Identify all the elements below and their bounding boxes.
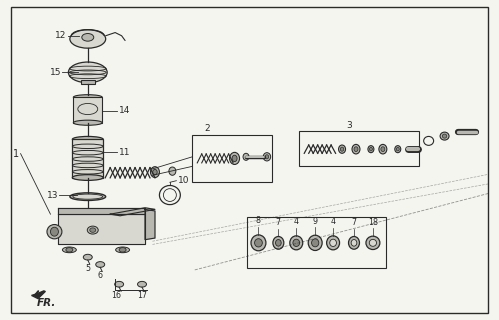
Ellipse shape xyxy=(73,120,102,125)
Text: FR.: FR. xyxy=(37,298,56,308)
Ellipse shape xyxy=(73,194,103,199)
Ellipse shape xyxy=(68,62,107,83)
Bar xyxy=(73,97,102,123)
Text: 13: 13 xyxy=(47,190,58,200)
Ellipse shape xyxy=(265,155,268,159)
Text: 10: 10 xyxy=(178,176,189,185)
Bar xyxy=(192,134,272,182)
Polygon shape xyxy=(31,291,45,299)
Ellipse shape xyxy=(311,239,319,247)
Ellipse shape xyxy=(50,227,58,236)
Ellipse shape xyxy=(251,235,266,251)
Ellipse shape xyxy=(273,236,284,249)
Ellipse shape xyxy=(396,148,399,151)
Text: 3: 3 xyxy=(346,121,352,130)
Text: 15: 15 xyxy=(50,68,61,77)
Ellipse shape xyxy=(366,236,380,250)
Circle shape xyxy=(115,281,124,287)
Ellipse shape xyxy=(348,236,359,249)
Text: 11: 11 xyxy=(119,148,130,156)
Ellipse shape xyxy=(153,169,157,175)
Polygon shape xyxy=(58,214,145,244)
Text: 18: 18 xyxy=(368,218,378,227)
Ellipse shape xyxy=(73,95,102,100)
Ellipse shape xyxy=(368,146,374,153)
Bar xyxy=(72,139,103,178)
Ellipse shape xyxy=(232,155,237,162)
Text: 17: 17 xyxy=(137,291,147,300)
Ellipse shape xyxy=(70,30,106,48)
Ellipse shape xyxy=(290,236,303,250)
FancyBboxPatch shape xyxy=(81,80,95,84)
Text: 14: 14 xyxy=(119,106,130,115)
Ellipse shape xyxy=(243,153,249,160)
Ellipse shape xyxy=(340,147,344,151)
Ellipse shape xyxy=(351,240,357,246)
Ellipse shape xyxy=(442,134,447,138)
Text: 2: 2 xyxy=(205,124,210,133)
Ellipse shape xyxy=(354,147,358,152)
Text: 12: 12 xyxy=(55,31,66,40)
Ellipse shape xyxy=(440,132,449,140)
Ellipse shape xyxy=(263,153,270,161)
Polygon shape xyxy=(145,209,155,240)
Ellipse shape xyxy=(72,175,103,180)
Ellipse shape xyxy=(72,136,103,142)
Ellipse shape xyxy=(369,239,377,246)
Text: 7: 7 xyxy=(276,218,281,227)
Ellipse shape xyxy=(381,147,385,152)
Ellipse shape xyxy=(90,228,96,232)
Text: 4: 4 xyxy=(294,217,299,226)
Ellipse shape xyxy=(87,226,98,234)
Text: 6: 6 xyxy=(98,271,103,280)
Ellipse shape xyxy=(327,236,339,250)
Text: 9: 9 xyxy=(312,217,318,226)
Ellipse shape xyxy=(254,239,262,247)
Text: 4: 4 xyxy=(331,217,336,226)
Circle shape xyxy=(66,248,73,252)
Text: 5: 5 xyxy=(85,264,90,273)
Text: 7: 7 xyxy=(351,218,357,227)
Ellipse shape xyxy=(47,225,62,239)
Ellipse shape xyxy=(116,247,130,253)
Text: 1: 1 xyxy=(12,148,18,159)
Text: 16: 16 xyxy=(112,291,122,300)
Ellipse shape xyxy=(70,193,106,200)
Ellipse shape xyxy=(369,148,372,151)
Ellipse shape xyxy=(62,247,76,253)
Ellipse shape xyxy=(151,167,160,178)
Circle shape xyxy=(119,248,126,252)
Ellipse shape xyxy=(395,146,401,153)
Polygon shape xyxy=(110,208,155,216)
Circle shape xyxy=(83,254,92,260)
Circle shape xyxy=(138,281,147,287)
Ellipse shape xyxy=(308,235,322,251)
Ellipse shape xyxy=(352,144,360,154)
Ellipse shape xyxy=(379,144,387,154)
Ellipse shape xyxy=(330,239,336,246)
Ellipse shape xyxy=(169,167,176,175)
Bar xyxy=(299,131,419,166)
Ellipse shape xyxy=(275,240,281,246)
Polygon shape xyxy=(58,208,145,214)
Ellipse shape xyxy=(339,145,345,153)
Bar xyxy=(247,217,386,268)
Ellipse shape xyxy=(230,152,240,164)
Circle shape xyxy=(82,34,94,41)
Text: 8: 8 xyxy=(256,216,261,225)
Circle shape xyxy=(96,262,105,268)
Ellipse shape xyxy=(293,239,299,246)
